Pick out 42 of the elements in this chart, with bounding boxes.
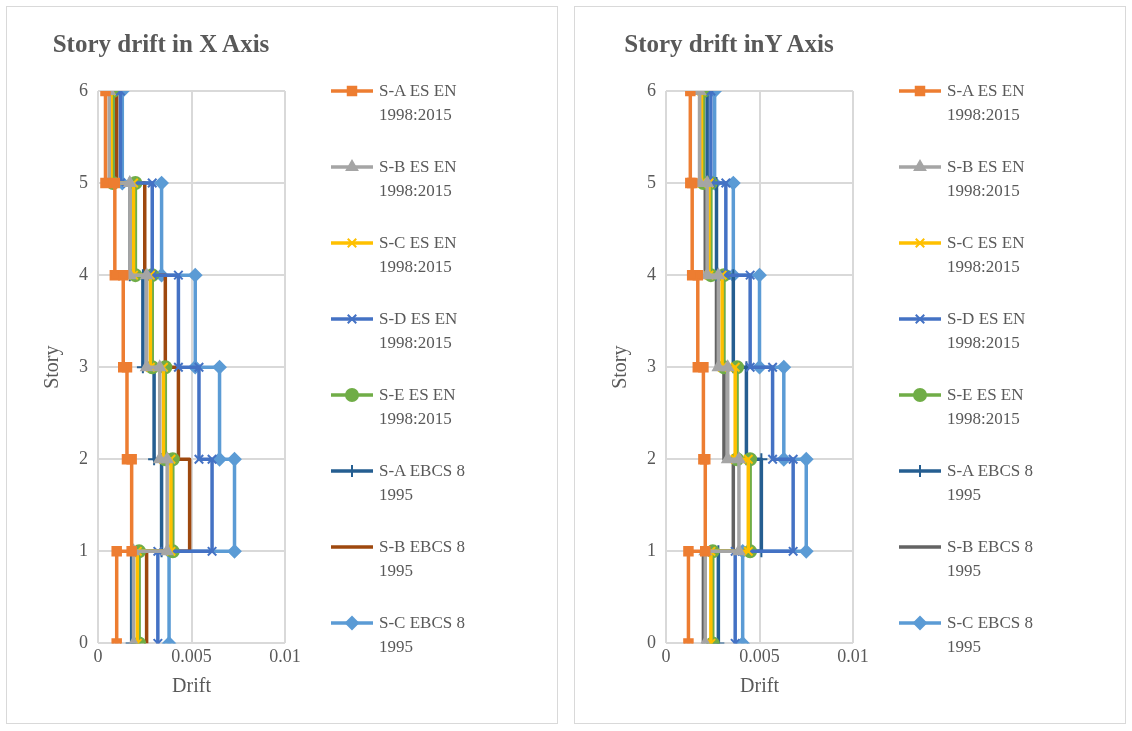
legend-label: S-C EBCS 8 1995: [947, 612, 1034, 658]
legend-label: S-B ES EN 1998:2015: [379, 156, 458, 202]
y-tick-label: 0: [647, 632, 656, 653]
x-tick-label: 0.01: [269, 645, 301, 666]
chart-title: Story drift inY Axis: [624, 30, 835, 58]
legend-label: S-A EBCS 8 1995: [379, 460, 466, 506]
y-tick-label: 1: [647, 540, 656, 561]
legend-label: S-E ES EN 1998:2015: [379, 384, 457, 430]
y-tick-label: 4: [647, 263, 656, 284]
legend-label: S-C ES EN 1998:2015: [947, 232, 1026, 278]
x-tick-label: 0.005: [739, 645, 780, 666]
y-tick-label: 3: [647, 355, 656, 376]
legend-label: S-C EBCS 8 1995: [379, 612, 466, 658]
y-tick-label: 5: [79, 171, 88, 192]
legend-label: S-B EBCS 8 1995: [947, 536, 1034, 582]
legend-label: S-D ES EN 1998:2015: [379, 308, 459, 354]
legend-label: S-A ES EN 1998:2015: [379, 80, 458, 126]
legend-label: S-C ES EN 1998:2015: [379, 232, 458, 278]
x-tick-label: 0.01: [837, 645, 869, 666]
y-tick-label: 4: [79, 263, 88, 284]
x-tick-label: 0: [93, 645, 103, 666]
y-tick-label: 5: [647, 171, 656, 192]
y-tick-label: 2: [647, 448, 656, 468]
x-tick-label: 0: [661, 645, 671, 666]
legend-label: S-B ES EN 1998:2015: [947, 156, 1026, 202]
legend-label: S-A EBCS 8 1995: [947, 460, 1034, 506]
y-tick-label: 1: [79, 540, 88, 561]
chart-title: Story drift in X Axis: [52, 30, 270, 58]
y-tick-label: 0: [79, 632, 88, 653]
y-axis-title: Story: [608, 345, 632, 389]
y-tick-label: 6: [79, 79, 88, 100]
legend-label: S-D ES EN 1998:2015: [947, 308, 1027, 354]
legend-label: S-A ES EN 1998:2015: [947, 80, 1026, 126]
y-tick-label: 2: [79, 448, 88, 468]
legend-label: S-B EBCS 8 1995: [379, 536, 466, 582]
x-axis-title: Drift: [172, 674, 212, 697]
legend-label: S-E ES EN 1998:2015: [947, 384, 1025, 430]
y-axis-title: Story: [40, 345, 64, 389]
x-tick-label: 0.005: [171, 645, 212, 666]
x-axis-title: Drift: [740, 674, 780, 697]
y-tick-label: 6: [647, 79, 656, 100]
y-tick-label: 3: [79, 355, 88, 376]
